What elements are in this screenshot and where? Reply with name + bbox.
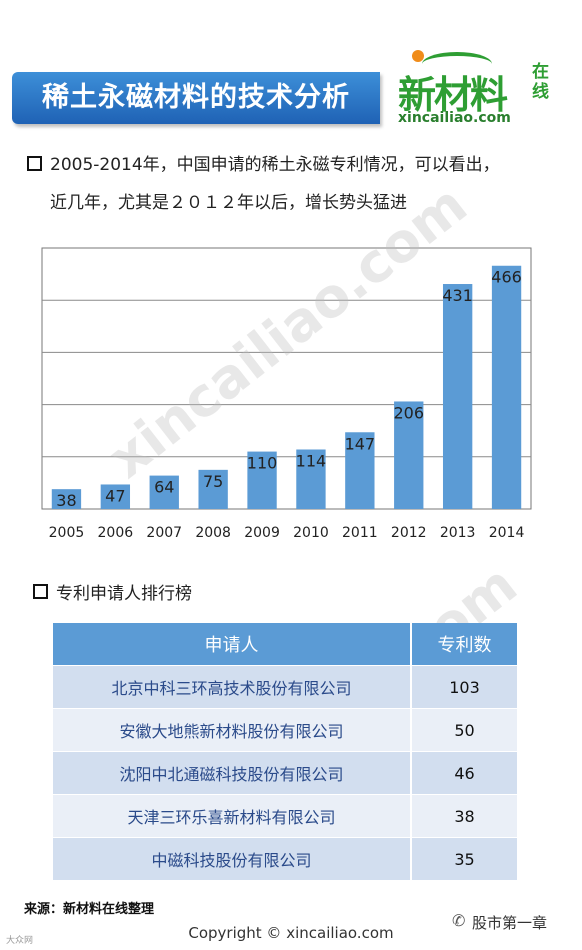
logo-roof-icon xyxy=(422,52,492,76)
page-title: 稀土永磁材料的技术分析 xyxy=(42,82,350,113)
bar-2008 xyxy=(198,469,228,509)
bar-2011 xyxy=(345,432,375,509)
applicant-name: 沈阳中北通磁科技股份有限公司 xyxy=(53,751,412,795)
bar-2009 xyxy=(247,451,277,509)
bar-2005 xyxy=(51,489,82,509)
x-tick-label-2014: 2014 xyxy=(489,525,525,541)
table-row: 天津三环乐喜新材料有限公司 38 xyxy=(53,794,517,838)
header-applicant: 申请人 xyxy=(53,623,412,666)
applicant-name: 中磁科技股份有限公司 xyxy=(53,837,412,880)
x-tick-label-2005: 2005 xyxy=(49,525,85,541)
source-note: 来源：新材料在线整理 xyxy=(24,902,155,917)
data-label-2011: 147 xyxy=(345,434,376,453)
data-label-2012: 206 xyxy=(393,403,424,422)
bar-2010 xyxy=(296,449,326,509)
bullet-square-icon xyxy=(27,156,42,171)
data-label-2014: 466 xyxy=(491,268,522,287)
patent-count: 103 xyxy=(411,665,517,709)
bullet-square-icon xyxy=(33,584,48,599)
data-label-2007: 64 xyxy=(154,478,174,497)
x-tick-label-2011: 2011 xyxy=(342,525,378,541)
applicant-name: 天津三环乐喜新材料有限公司 xyxy=(53,794,412,838)
bar-2012 xyxy=(394,401,424,509)
table-header-row: 申请人 专利数 xyxy=(53,623,517,666)
table-row: 北京中科三环高技术股份有限公司 103 xyxy=(53,665,517,709)
data-label-2005: 38 xyxy=(56,491,76,510)
header-patent-count: 专利数 xyxy=(411,623,517,666)
data-label-2008: 75 xyxy=(203,472,223,491)
data-label-2010: 114 xyxy=(296,451,327,470)
patent-count: 50 xyxy=(411,708,517,752)
bar-2013 xyxy=(442,284,473,509)
corner-watermark: 大众网 xyxy=(6,936,34,946)
applicant-name: 安徽大地熊新材料股份有限公司 xyxy=(53,708,412,752)
table-row: 安徽大地熊新材料股份有限公司 50 xyxy=(53,708,517,752)
x-tick-label-2013: 2013 xyxy=(440,525,476,541)
copyright: Copyright © xincailiao.com xyxy=(188,924,394,942)
plot-area-border xyxy=(41,247,532,510)
bar-2014 xyxy=(491,265,522,509)
logo-sun-icon xyxy=(412,50,424,62)
patent-count: 35 xyxy=(411,837,517,880)
bar-chart: 38 2005 47 2006 64 2007 75 2008 110 2009 114 2010 14… xyxy=(41,247,532,541)
wechat-icon: ✆ xyxy=(452,911,466,930)
logo-main-text: 新材料 xyxy=(398,73,508,117)
title-banner: 稀土永磁材料的技术分析 xyxy=(12,72,380,124)
x-tick-label-2006: 2006 xyxy=(98,525,134,541)
logo-side-text: 在线 xyxy=(532,62,549,102)
x-tick-label-2007: 2007 xyxy=(146,525,182,541)
data-label-2009: 110 xyxy=(247,454,278,473)
data-label-2013: 431 xyxy=(442,286,473,305)
ranking-table: 申请人 专利数 北京中科三环高技术股份有限公司 103 安徽大地熊新材料股份有限… xyxy=(53,623,517,880)
x-tick-label-2012: 2012 xyxy=(391,525,427,541)
table-row: 沈阳中北通磁科技股份有限公司 46 xyxy=(53,751,517,795)
ranking-title: 专利申请人排行榜 xyxy=(56,584,192,604)
logo-url: xincailiao.com xyxy=(398,110,511,126)
patent-count: 38 xyxy=(411,794,517,838)
table-row: 中磁科技股份有限公司 35 xyxy=(53,837,517,880)
intro-line-2: 近几年，尤其是２０１２年以后，增长势头猛进 xyxy=(50,193,407,213)
bar-2007 xyxy=(149,475,179,509)
wechat-account: 股市第一章 xyxy=(472,914,548,932)
logo: 新材料 在线 xincailiao.com xyxy=(392,46,572,132)
intro-line-1: 2005-2014年，中国申请的稀土永磁专利情况，可以看出， xyxy=(50,155,500,175)
applicant-name: 北京中科三环高技术股份有限公司 xyxy=(53,665,412,709)
bar-2006 xyxy=(100,484,131,509)
x-tick-label-2009: 2009 xyxy=(244,525,280,541)
data-label-2006: 47 xyxy=(105,486,125,505)
x-tick-label-2008: 2008 xyxy=(195,525,231,541)
x-tick-label-2010: 2010 xyxy=(293,525,329,541)
patent-count: 46 xyxy=(411,751,517,795)
